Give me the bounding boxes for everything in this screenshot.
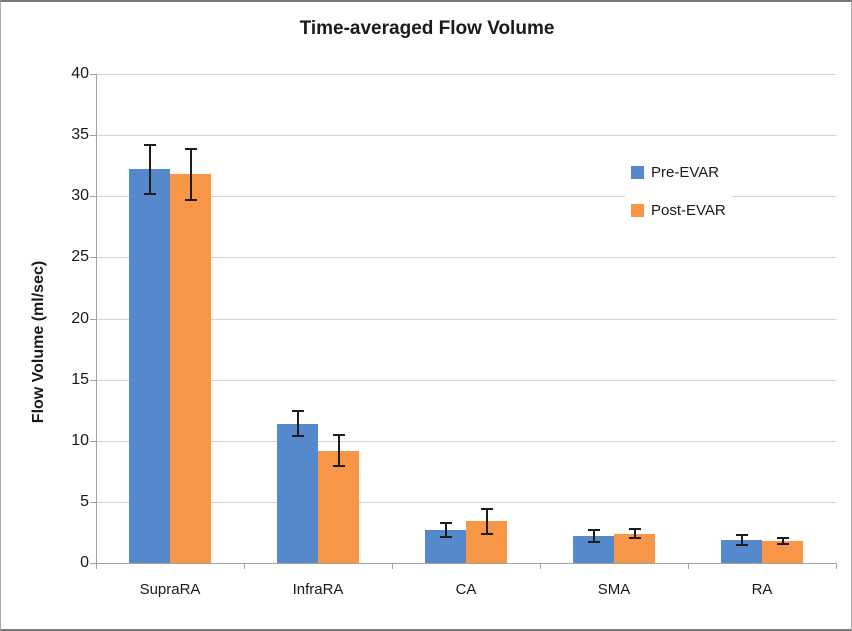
error-bar-pre-evar-sma-cap-bottom <box>587 541 600 544</box>
error-bar-pre-evar-ca <box>444 522 447 538</box>
error-bar-pre-evar-ra <box>740 534 743 545</box>
y-tick-mark <box>90 501 96 503</box>
error-bar-post-evar-ra-cap-bottom <box>776 543 789 546</box>
error-bar-pre-evar-sma <box>592 529 595 543</box>
x-tick-mark <box>540 563 541 569</box>
error-bar-pre-evar-infrara-cap-bottom <box>291 434 304 437</box>
y-tick-label: 15 <box>71 370 89 388</box>
bar-pre-evar-infrara <box>277 423 318 563</box>
gridline <box>96 501 836 503</box>
x-tick-mark <box>688 563 689 569</box>
legend-label-pre-evar: Pre-EVAR <box>651 164 720 181</box>
y-tick-mark <box>90 440 96 442</box>
error-bar-post-evar-suprara-cap-top <box>184 147 197 150</box>
x-tick-label-suprara: SupraRA <box>139 581 201 598</box>
error-bar-post-evar-sma <box>633 529 636 538</box>
error-bar-post-evar-infrara <box>337 434 340 467</box>
error-bar-pre-evar-suprara <box>148 144 151 194</box>
gridline <box>96 74 836 75</box>
error-bar-pre-evar-suprara-cap-top <box>143 143 156 146</box>
bar-pre-evar-ra <box>721 539 762 563</box>
error-bar-post-evar-suprara-cap-bottom <box>184 198 197 201</box>
y-axis-line <box>96 74 97 563</box>
y-tick-label: 40 <box>71 65 89 82</box>
x-tick-label-ra: RA <box>751 581 773 598</box>
gridline <box>96 257 836 259</box>
y-tick-label: 5 <box>80 492 89 510</box>
error-bar-post-evar-infrara-cap-top <box>332 433 345 436</box>
chart-title: Time-averaged Flow Volume <box>299 18 555 39</box>
error-bar-post-evar-ca-cap-bottom <box>480 532 493 535</box>
error-bar-post-evar-ca <box>485 509 488 534</box>
gridline <box>96 440 836 442</box>
error-bar-post-evar-ra <box>781 537 784 545</box>
y-tick-mark <box>90 196 96 198</box>
error-bar-pre-evar-infrara <box>296 411 299 436</box>
y-tick-label: 20 <box>71 309 89 327</box>
y-tick-label: 25 <box>71 248 89 266</box>
y-tick-label: 30 <box>71 187 89 205</box>
x-tick-label-infrara: InfraRA <box>292 581 344 598</box>
y-tick-label: 0 <box>80 554 89 571</box>
y-tick-mark <box>90 135 96 137</box>
gridline <box>96 196 836 198</box>
x-tick-mark <box>392 563 393 569</box>
error-bar-pre-evar-ca-cap-bottom <box>439 536 452 539</box>
error-bar-pre-evar-infrara-cap-top <box>291 410 304 413</box>
y-tick-mark <box>90 318 96 320</box>
y-tick-mark <box>90 379 96 381</box>
y-tick-label: 10 <box>71 431 89 449</box>
bar-post-evar-suprara <box>170 174 211 563</box>
x-tick-mark <box>244 563 245 569</box>
bar-post-evar-ra <box>762 540 803 563</box>
error-bar-pre-evar-suprara-cap-bottom <box>143 192 156 195</box>
bar-post-evar-infrara <box>318 450 359 563</box>
x-tick-label-ca: CA <box>455 581 477 598</box>
error-bar-post-evar-infrara-cap-bottom <box>332 465 345 468</box>
y-tick-mark <box>90 257 96 259</box>
y-tick-mark <box>90 74 96 75</box>
legend-item-pre-evar: Pre-EVAR <box>631 164 726 181</box>
x-tick-mark <box>836 563 837 569</box>
gridline <box>96 318 836 320</box>
y-tick-mark <box>90 563 96 564</box>
error-bar-post-evar-ra-cap-top <box>776 536 789 539</box>
error-bar-pre-evar-ra-cap-top <box>735 533 748 536</box>
error-bar-post-evar-sma-cap-top <box>628 528 641 531</box>
x-axis-line <box>96 563 836 564</box>
gridline <box>96 379 836 381</box>
error-bar-pre-evar-ca-cap-top <box>439 521 452 524</box>
legend-swatch-pre-evar <box>631 166 644 179</box>
gridline <box>96 135 836 137</box>
legend: Pre-EVAR Post-EVAR <box>625 161 732 222</box>
error-bar-post-evar-ca-cap-top <box>480 508 493 511</box>
x-tick-mark <box>96 563 97 569</box>
legend-label-post-evar: Post-EVAR <box>651 202 726 219</box>
y-tick-label: 35 <box>71 126 89 144</box>
legend-swatch-post-evar <box>631 204 644 217</box>
bar-pre-evar-suprara <box>129 169 170 563</box>
error-bar-pre-evar-ra-cap-bottom <box>735 543 748 546</box>
error-bar-pre-evar-sma-cap-top <box>587 528 600 531</box>
error-bar-post-evar-suprara <box>189 148 192 200</box>
error-bar-post-evar-sma-cap-bottom <box>628 536 641 539</box>
legend-item-post-evar: Post-EVAR <box>631 202 726 219</box>
x-tick-label-sma: SMA <box>597 581 631 598</box>
